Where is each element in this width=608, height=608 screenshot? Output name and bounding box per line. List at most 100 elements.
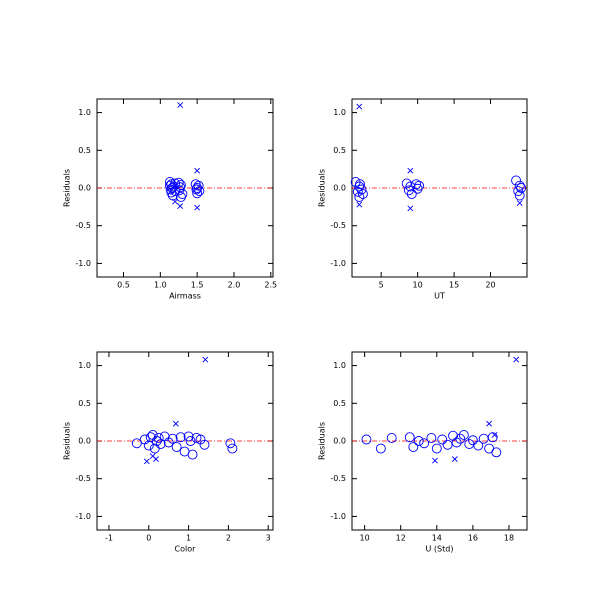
y-axis-label: Residuals xyxy=(63,422,72,460)
point xyxy=(473,440,484,451)
x-axis-label: Airmass xyxy=(169,292,201,301)
y-tick-label: 1.0 xyxy=(78,361,91,370)
point xyxy=(404,432,415,443)
point xyxy=(170,186,181,196)
point xyxy=(175,192,186,203)
point xyxy=(172,198,178,205)
point xyxy=(516,183,527,193)
x-tick-label: 10 xyxy=(360,534,370,543)
y-axis-label: Residuals xyxy=(318,169,327,207)
point xyxy=(173,177,184,188)
point xyxy=(491,432,498,438)
x-axis-label: UT xyxy=(434,292,445,301)
point xyxy=(407,167,414,174)
point xyxy=(191,433,202,443)
point xyxy=(354,192,365,203)
point xyxy=(356,184,367,195)
point xyxy=(442,439,453,450)
point xyxy=(167,433,178,444)
y-tick-label: 1.0 xyxy=(333,108,346,117)
point xyxy=(163,437,174,448)
x-tick-label: 0 xyxy=(146,534,151,543)
x-tick-label: 2.0 xyxy=(228,281,241,290)
point xyxy=(431,443,442,454)
point xyxy=(414,180,425,191)
point xyxy=(437,434,448,445)
x-tick-label: 5 xyxy=(379,281,384,290)
point xyxy=(407,205,414,212)
y-tick-label: 0.0 xyxy=(333,437,346,446)
point xyxy=(386,433,397,443)
x-axis-label: U (Std) xyxy=(426,545,454,554)
point xyxy=(177,102,184,108)
point xyxy=(195,434,206,445)
point xyxy=(356,103,363,110)
point xyxy=(516,200,523,207)
point xyxy=(412,183,423,194)
point xyxy=(164,180,175,191)
y-tick-label: -1.0 xyxy=(330,512,346,521)
point xyxy=(194,186,205,196)
subplot: -1.0 -0.5 0.0 0.5 1.0 -1 0 1 2 3 Color Residuals xyxy=(63,351,274,554)
point xyxy=(185,436,196,446)
x-tick-label: 2.5 xyxy=(264,281,277,290)
y-tick-label: 0.0 xyxy=(78,184,91,193)
y-tick-label: -0.5 xyxy=(75,474,91,483)
point xyxy=(467,435,478,446)
subplot: -1.0 -0.5 0.0 0.5 1.0 10 12 14 16 18 U (Std) Residu… xyxy=(318,351,528,554)
point xyxy=(491,447,502,458)
x-tick-label: 10 xyxy=(413,281,423,290)
point xyxy=(514,190,525,201)
point xyxy=(432,457,438,464)
point xyxy=(170,178,181,189)
point xyxy=(486,420,493,427)
point xyxy=(145,432,156,443)
y-axis-label: Residuals xyxy=(63,169,72,207)
point xyxy=(413,436,424,446)
point xyxy=(193,180,204,191)
y-tick-label: -1.0 xyxy=(330,259,346,268)
y-tick-label: -1.0 xyxy=(75,259,91,268)
y-tick-label: 0.0 xyxy=(78,437,91,446)
point xyxy=(451,437,462,448)
point xyxy=(356,201,363,208)
point xyxy=(177,203,184,210)
x-tick-label: 15 xyxy=(449,281,459,290)
y-tick-label: -0.5 xyxy=(75,221,91,230)
y-tick-label: 0.0 xyxy=(333,184,346,193)
x-tick-label: 14 xyxy=(432,534,442,543)
point xyxy=(183,431,194,442)
y-tick-label: 1.0 xyxy=(78,108,91,117)
x-tick-label: 20 xyxy=(485,281,495,290)
y-tick-label: 0.5 xyxy=(78,399,91,408)
point xyxy=(202,356,209,363)
point xyxy=(511,175,522,186)
x-tick-label: 3 xyxy=(266,534,271,543)
point xyxy=(149,453,156,460)
x-axis-label: Color xyxy=(175,545,197,554)
point xyxy=(513,356,520,363)
point xyxy=(375,443,386,454)
point xyxy=(175,432,186,443)
point xyxy=(401,178,412,189)
point xyxy=(355,179,365,190)
x-tick-label: 1.5 xyxy=(191,281,204,290)
point xyxy=(227,443,238,454)
subplot: -1.0 -0.5 0.0 0.5 1.0 0.5 1.0 1.5 2.0 2.5 Airmass R… xyxy=(63,98,277,301)
x-tick-label: 12 xyxy=(396,534,406,543)
point xyxy=(172,420,179,427)
y-tick-label: 0.5 xyxy=(78,146,91,155)
point xyxy=(171,442,182,452)
point xyxy=(187,449,198,460)
point xyxy=(192,188,203,199)
point xyxy=(513,186,524,196)
x-tick-label: 0.5 xyxy=(117,281,130,290)
x-tick-label: -1 xyxy=(105,534,113,543)
point xyxy=(153,433,164,443)
x-tick-label: 16 xyxy=(468,534,478,543)
point xyxy=(192,183,203,193)
subplot: -1.0 -0.5 0.0 0.5 1.0 5 10 15 20 UT Residuals xyxy=(318,98,528,301)
x-tick-label: 1.0 xyxy=(154,281,167,290)
point xyxy=(155,439,166,449)
y-tick-label: -1.0 xyxy=(75,512,91,521)
